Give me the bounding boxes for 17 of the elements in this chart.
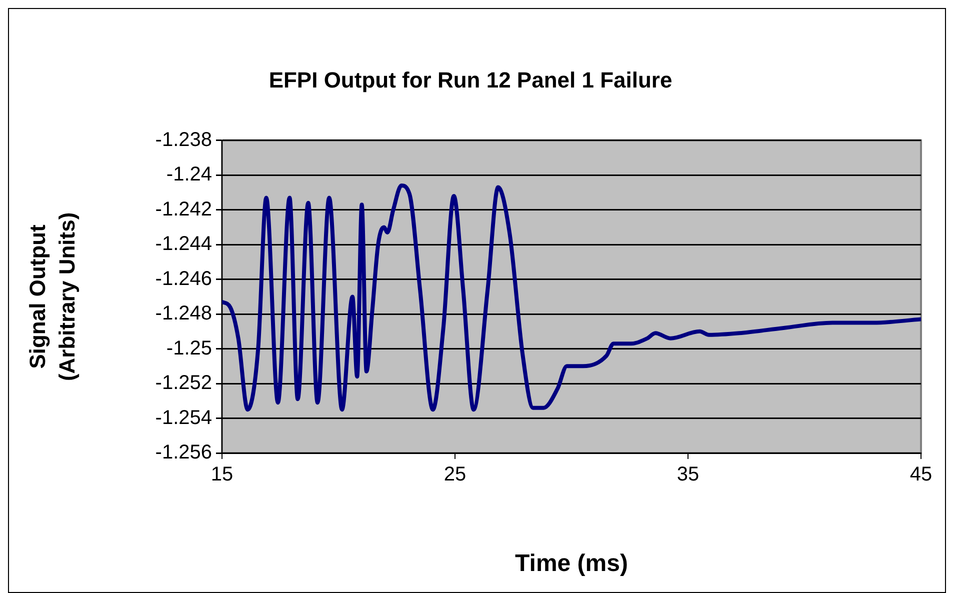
y-tick-label: -1.242	[155, 198, 212, 220]
y-tick-label: -1.244	[155, 233, 212, 256]
x-tick-label: 35	[676, 464, 700, 486]
y-axis-title: Signal Output (Arbitrary Units)	[24, 212, 80, 382]
chart-title: EFPI Output for Run 12 Panel 1 Failure	[268, 67, 672, 92]
y-tick-label: -1.252	[155, 372, 212, 394]
x-tick-label: 45	[910, 464, 932, 486]
y-tick-label: -1.238	[155, 128, 212, 151]
y-tick-label: -1.248	[155, 302, 212, 325]
x-axis-title: Time (ms)	[515, 550, 628, 578]
y-tick-label: -1.254	[155, 406, 212, 429]
x-tick-label: 15	[210, 464, 234, 486]
y-tick-label: -1.25	[166, 337, 212, 360]
y-tick-label: -1.246	[155, 268, 212, 290]
y-tick-label: -1.24	[166, 164, 212, 186]
x-tick-label: 25	[444, 464, 466, 486]
y-tick-label: -1.256	[155, 442, 212, 464]
